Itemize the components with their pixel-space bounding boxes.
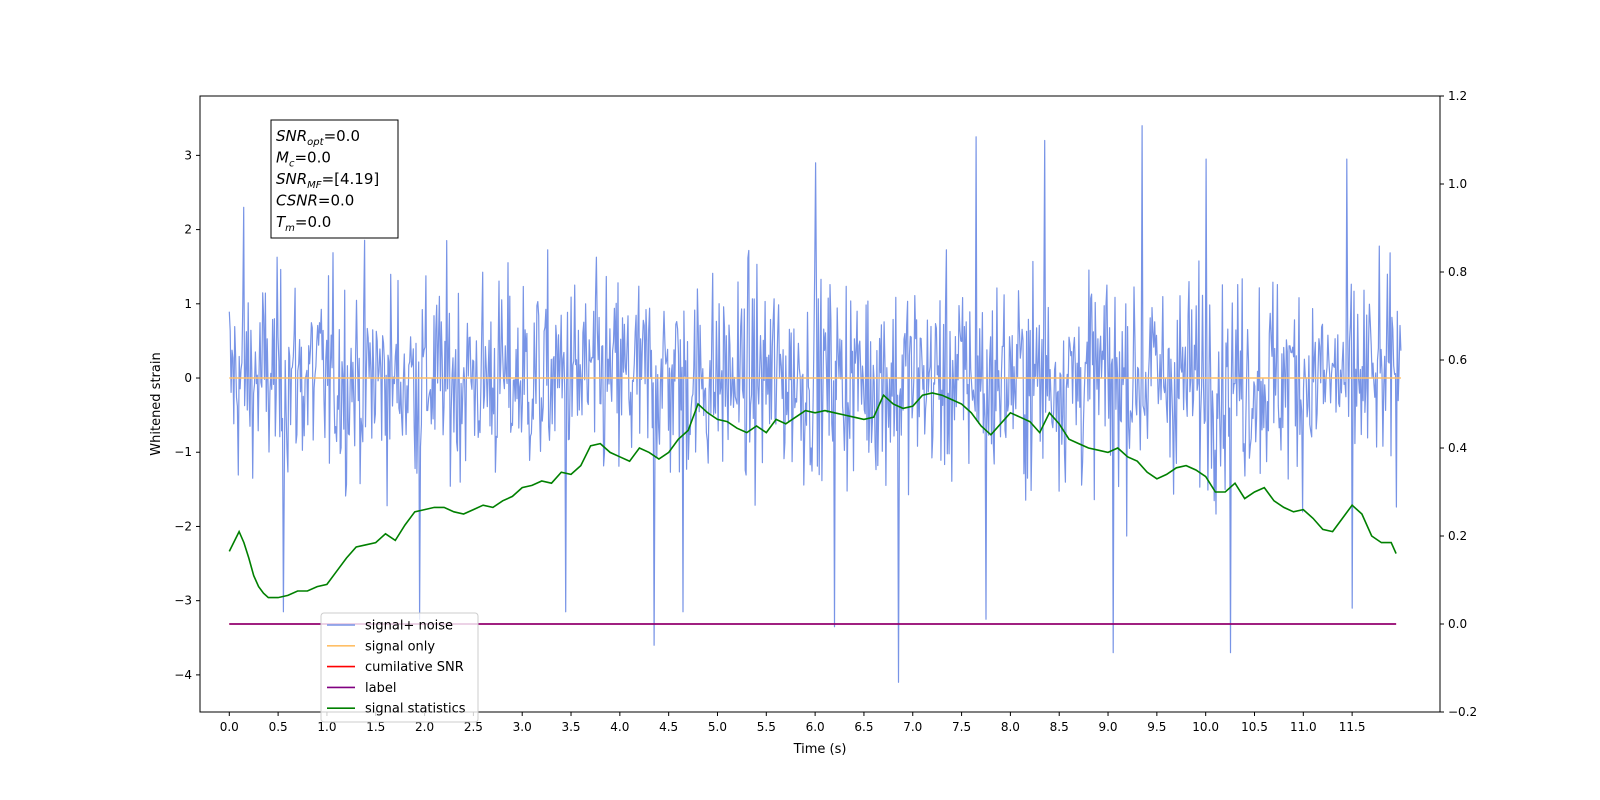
- annotation-line: Tm=0.0: [276, 213, 331, 234]
- x-tick-label: 0.0: [220, 720, 239, 734]
- x-tick-label: 5.5: [757, 720, 776, 734]
- x-tick-label: 4.0: [610, 720, 629, 734]
- x-tick-label: 9.5: [1147, 720, 1166, 734]
- annotation-line: SNRopt=0.0: [276, 127, 360, 148]
- x-tick-label: 10.0: [1192, 720, 1219, 734]
- x-tick-label: 11.0: [1290, 720, 1317, 734]
- y-axis-label: Whitened strain: [149, 352, 164, 455]
- x-tick-label: 2.5: [464, 720, 483, 734]
- x-tick-label: 7.0: [903, 720, 922, 734]
- annotation-value: =0.0: [294, 149, 330, 167]
- legend-label: signal only: [365, 639, 435, 654]
- stats-annotation-box: SNRopt=0.0Mc=0.0SNRMF=[4.19]CSNR=0.0Tm=0…: [270, 119, 399, 239]
- y-axis-right: −0.2 0.0 0.2 0.4 0.6 0.8 1.0 1.2: [1440, 89, 1477, 719]
- y-right-tick-label: 0.6: [1448, 353, 1467, 367]
- x-tick-label: 10.5: [1241, 720, 1268, 734]
- legend-label: signal+ noise: [365, 619, 453, 634]
- legend-label: signal statistics: [365, 702, 466, 717]
- annotation-symbol: T: [276, 213, 287, 231]
- x-tick-label: 2.0: [415, 720, 434, 734]
- annotation-frame: [270, 119, 399, 239]
- annotation-subscript: opt: [307, 137, 324, 148]
- x-tick-label: 9.0: [1098, 720, 1117, 734]
- annotation-value: =0.0: [318, 192, 354, 210]
- y-axis-left: −4 −3 −2 −1 0 1 2 3: [174, 148, 200, 682]
- legend-frame: [320, 612, 479, 723]
- x-tick-label: 8.5: [1050, 720, 1069, 734]
- y-right-tick-label: 0.0: [1448, 617, 1467, 631]
- y-left-tick-label: −1: [174, 445, 192, 459]
- y-left-tick-label: −3: [174, 594, 192, 608]
- y-left-tick-label: 3: [184, 148, 192, 162]
- y-left-tick-label: −2: [174, 519, 192, 533]
- y-right-tick-label: 0.4: [1448, 441, 1467, 455]
- x-tick-label: 8.0: [1001, 720, 1020, 734]
- y-left-tick-label: −4: [174, 668, 192, 682]
- series-signal-noise-line: [228, 125, 1402, 683]
- y-right-tick-label: 1.0: [1448, 177, 1467, 191]
- annotation-symbol: M: [276, 149, 289, 167]
- annotation-symbol: SNR: [276, 170, 307, 188]
- x-axis-label: Time (s): [793, 742, 847, 757]
- annotation-subscript: MF: [307, 180, 322, 191]
- annotation-subscript: m: [285, 223, 295, 234]
- x-tick-label: 4.5: [659, 720, 678, 734]
- y-left-tick-label: 1: [184, 297, 192, 311]
- y-left-tick-label: 0: [184, 371, 192, 385]
- x-axis: 0.0 0.5 1.0 1.5 2.0 2.5 3.0 3.5 4.0 4.5 5.0 5.5 6.0 6…: [220, 712, 1366, 734]
- x-tick-label: 1.5: [366, 720, 385, 734]
- x-tick-label: 5.0: [708, 720, 727, 734]
- annotation-line: SNRMF=[4.19]: [276, 170, 379, 191]
- legend-label: label: [365, 681, 396, 696]
- annotation-value: =0.0: [295, 213, 331, 231]
- y-left-tick-label: 2: [184, 223, 192, 237]
- annotation-symbol: CSNR: [276, 192, 318, 210]
- legend-label: cumilative SNR: [365, 660, 464, 675]
- x-tick-label: 11.5: [1339, 720, 1366, 734]
- annotation-value: =[4.19]: [322, 170, 380, 188]
- x-tick-label: 1.0: [317, 720, 336, 734]
- series-signal-statistics-line: [228, 392, 1397, 599]
- x-tick-label: 6.5: [854, 720, 873, 734]
- y-right-tick-label: 0.8: [1448, 265, 1467, 279]
- annotation-line: Mc=0.0: [276, 149, 331, 170]
- plot-frame: [199, 95, 1441, 713]
- annotation-subscript: c: [289, 159, 295, 170]
- annotation-line: CSNR=0.0: [276, 192, 354, 210]
- legend: signal+ noise signal only cumilative SNR la…: [320, 612, 479, 723]
- x-tick-label: 3.5: [561, 720, 580, 734]
- x-tick-label: 7.5: [952, 720, 971, 734]
- annotation-value: =0.0: [324, 127, 360, 145]
- x-tick-label: 3.0: [513, 720, 532, 734]
- y-right-tick-label: 1.2: [1448, 89, 1467, 103]
- x-tick-label: 0.5: [269, 720, 288, 734]
- y-right-tick-label: −0.2: [1448, 705, 1477, 719]
- x-tick-label: 6.0: [806, 720, 825, 734]
- annotation-symbol: SNR: [276, 127, 307, 145]
- y-right-tick-label: 0.2: [1448, 529, 1467, 543]
